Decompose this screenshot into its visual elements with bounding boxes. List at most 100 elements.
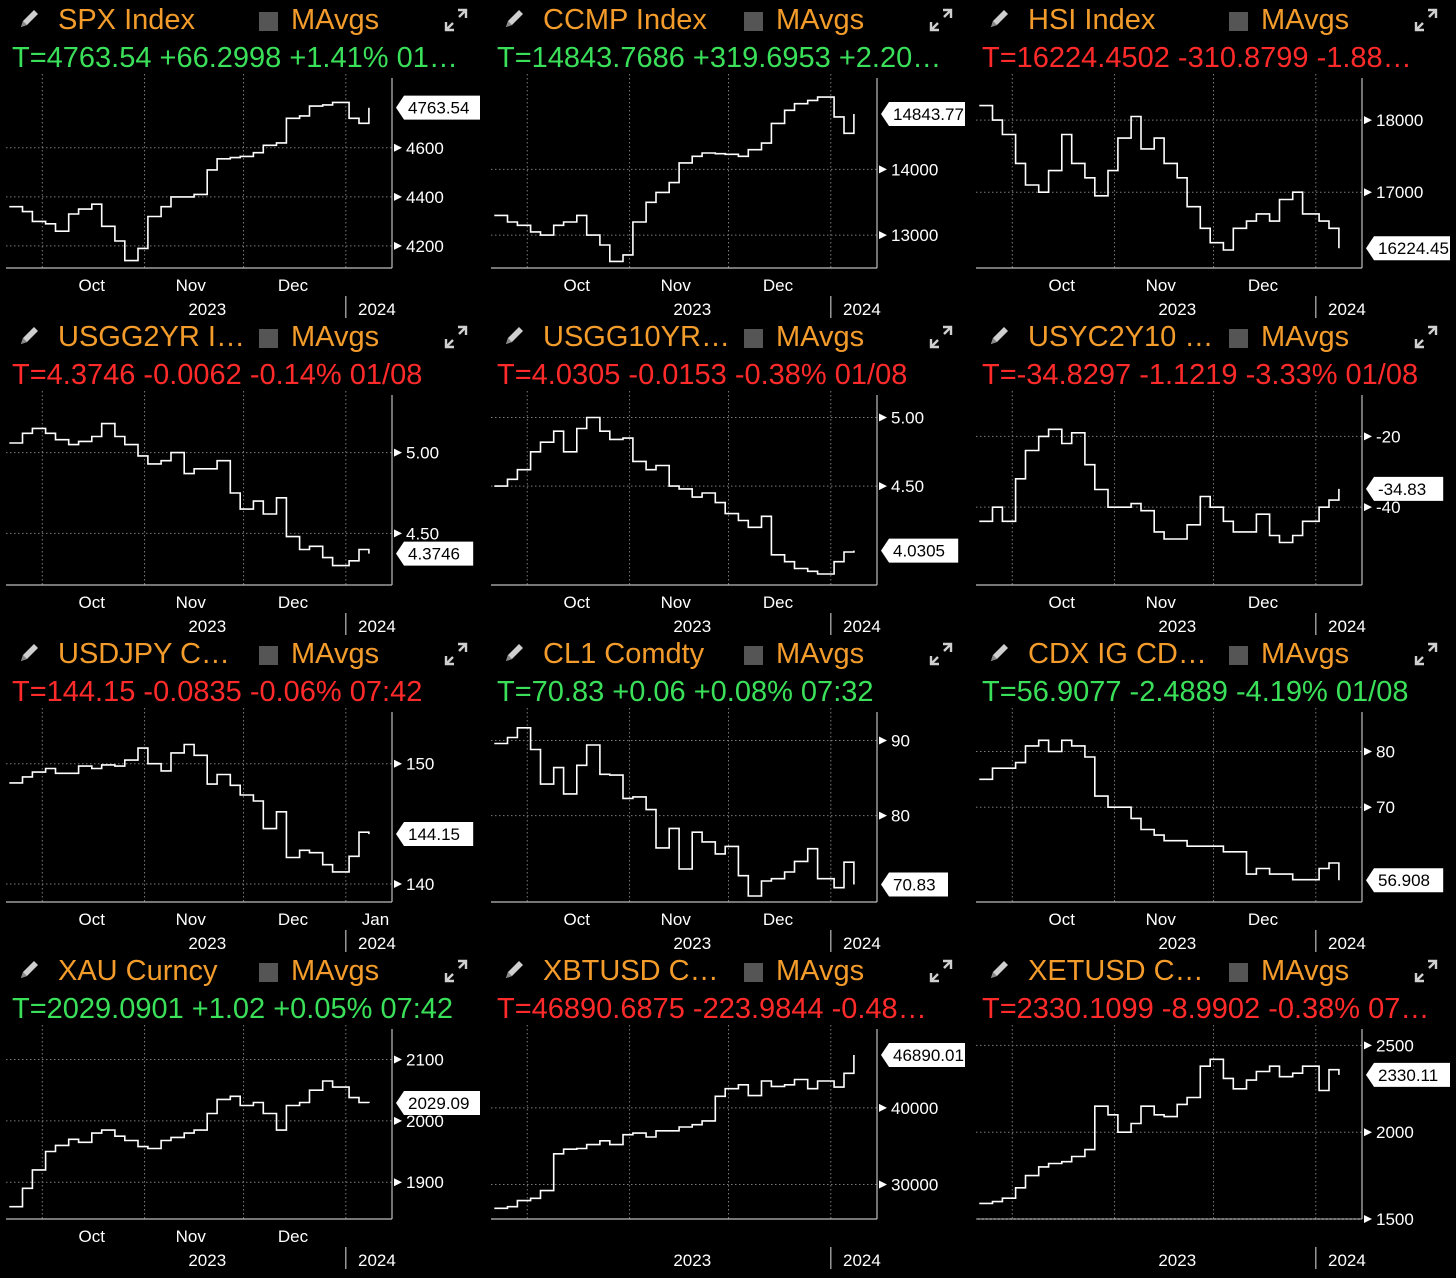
y-tick-marker xyxy=(394,529,402,538)
last-value-label: 56.908 xyxy=(1378,871,1430,890)
x-month-label: Nov xyxy=(176,1227,207,1246)
pencil-icon[interactable] xyxy=(16,957,42,983)
price-chart[interactable]: -20 -40 Oct Nov Dec 2023 2024 -34.83 xyxy=(970,317,1450,635)
chart-panel-spx-index[interactable]: SPX Index MAvgs T=4763.54 +66.2998 +1.41% … xyxy=(0,0,480,318)
x-year-label: 2024 xyxy=(358,300,396,318)
price-chart[interactable]: 4600 4400 4200 Oct Nov Dec 2023 2024 4763.54 xyxy=(0,0,480,318)
pencil-icon[interactable] xyxy=(986,323,1012,349)
price-chart[interactable]: 5.00 4.50 Oct Nov Dec 2023 2024 4.0305 xyxy=(485,317,965,635)
mavgs-label[interactable]: MAvgs xyxy=(776,638,865,670)
price-series-line xyxy=(494,416,855,575)
mavgs-checkbox[interactable] xyxy=(259,329,278,348)
mavgs-label[interactable]: MAvgs xyxy=(1261,638,1350,670)
mavgs-checkbox[interactable] xyxy=(744,12,763,31)
y-tick-marker xyxy=(394,241,402,250)
x-month-label: Dec xyxy=(278,276,309,295)
expand-icon[interactable] xyxy=(927,323,955,351)
mavgs-label[interactable]: MAvgs xyxy=(1261,955,1350,987)
y-tick-marker xyxy=(879,413,887,422)
expand-icon[interactable] xyxy=(1412,6,1440,34)
price-chart[interactable]: 2100 2000 1900 Oct Nov Dec 2023 2024 2029.09 xyxy=(0,951,480,1269)
mavgs-label[interactable]: MAvgs xyxy=(291,4,380,36)
x-month-label: Oct xyxy=(79,276,106,295)
chart-panel-ccmp-index[interactable]: CCMP Index MAvgs T=14843.7686 +319.6953 +2… xyxy=(485,0,965,318)
mavgs-label[interactable]: MAvgs xyxy=(1261,4,1350,36)
x-month-label: Nov xyxy=(176,276,207,295)
last-value-label: 2029.09 xyxy=(408,1094,469,1113)
x-month-label: Jan xyxy=(362,910,389,929)
mavgs-checkbox[interactable] xyxy=(259,963,278,982)
mavgs-label[interactable]: MAvgs xyxy=(1261,321,1350,353)
chart-panel-cl1-comdty[interactable]: CL1 Comdty MAvgs T=70.83 +0.06 +0.08% 07:3… xyxy=(485,634,965,952)
expand-icon[interactable] xyxy=(442,957,470,985)
chart-panel-xau-curncy[interactable]: XAU Curncy MAvgs T=2029.0901 +1.02 +0.05% … xyxy=(0,951,480,1269)
x-year-label: 2024 xyxy=(843,300,881,318)
expand-icon[interactable] xyxy=(927,6,955,34)
last-value-tag: 4763.54 xyxy=(396,95,480,120)
price-chart[interactable]: 90 80 Oct Nov Dec 2023 2024 70.83 xyxy=(485,634,965,952)
expand-icon[interactable] xyxy=(442,6,470,34)
expand-icon[interactable] xyxy=(1412,323,1440,351)
price-chart[interactable]: 80 70 Oct Nov Dec 2023 2024 56.908 xyxy=(970,634,1450,952)
mavgs-checkbox[interactable] xyxy=(259,646,278,665)
expand-icon[interactable] xyxy=(1412,957,1440,985)
y-tick-label: 40000 xyxy=(891,1099,938,1118)
last-value-tag: -34.83 xyxy=(1366,476,1444,501)
mavgs-label[interactable]: MAvgs xyxy=(776,4,865,36)
mavgs-label[interactable]: MAvgs xyxy=(776,321,865,353)
last-value-tag: 2029.09 xyxy=(396,1091,480,1116)
expand-icon[interactable] xyxy=(1412,640,1440,668)
price-chart[interactable]: 40000 30000 2023 2024 46890.01 xyxy=(485,951,965,1269)
chart-panel-cdx-ig-cdsi-gen-5y-corp[interactable]: CDX IG CDSI GEN 5Y CorpMAvgsT=56.9077 -2… xyxy=(970,634,1450,952)
mavgs-checkbox[interactable] xyxy=(1229,329,1248,348)
expand-icon[interactable] xyxy=(927,640,955,668)
pencil-icon[interactable] xyxy=(16,640,42,666)
mavgs-checkbox[interactable] xyxy=(1229,963,1248,982)
price-chart[interactable]: 150 140 Oct Nov Dec Jan 2023 2024 144.15 xyxy=(0,634,480,952)
x-month-label: Dec xyxy=(1248,910,1279,929)
mavgs-checkbox[interactable] xyxy=(744,963,763,982)
x-month-label: Oct xyxy=(79,1227,106,1246)
x-year-label: 2023 xyxy=(1158,1251,1196,1269)
pencil-icon[interactable] xyxy=(16,323,42,349)
pencil-icon[interactable] xyxy=(16,6,42,32)
pencil-icon[interactable] xyxy=(501,957,527,983)
pencil-icon[interactable] xyxy=(986,640,1012,666)
price-chart[interactable]: 5.00 4.50 Oct Nov Dec 2023 2024 4.3746 xyxy=(0,317,480,635)
price-chart[interactable]: 2500 2000 1500 2023 2024 2330.11 xyxy=(970,951,1450,1269)
pencil-icon[interactable] xyxy=(986,6,1012,32)
mavgs-checkbox[interactable] xyxy=(1229,646,1248,665)
expand-icon[interactable] xyxy=(442,323,470,351)
mavgs-checkbox[interactable] xyxy=(1229,12,1248,31)
mavgs-checkbox[interactable] xyxy=(259,12,278,31)
x-month-label: Oct xyxy=(564,910,591,929)
pencil-icon[interactable] xyxy=(501,323,527,349)
price-chart[interactable]: 18000 17000 Oct Nov Dec 2023 2024 16224.45 xyxy=(970,0,1450,318)
y-tick-marker xyxy=(879,165,887,174)
pencil-icon[interactable] xyxy=(986,957,1012,983)
expand-icon[interactable] xyxy=(442,640,470,668)
y-tick-label: 2500 xyxy=(1376,1036,1414,1055)
mavgs-label[interactable]: MAvgs xyxy=(776,955,865,987)
mavgs-checkbox[interactable] xyxy=(744,646,763,665)
mavgs-label[interactable]: MAvgs xyxy=(291,321,380,353)
y-tick-label: 4.50 xyxy=(891,477,924,496)
x-month-label: Dec xyxy=(763,910,794,929)
pencil-icon[interactable] xyxy=(501,6,527,32)
chart-panel-hsi-index[interactable]: HSI Index MAvgs T=16224.4502 -310.8799 -1.… xyxy=(970,0,1450,318)
price-chart[interactable]: 14000 13000 Oct Nov Dec 2023 2024 14843.77 xyxy=(485,0,965,318)
mavgs-label[interactable]: MAvgs xyxy=(291,638,380,670)
mavgs-label[interactable]: MAvgs xyxy=(291,955,380,987)
pencil-icon[interactable] xyxy=(501,640,527,666)
price-series-line xyxy=(979,428,1340,544)
x-month-label: Nov xyxy=(661,593,692,612)
mavgs-checkbox[interactable] xyxy=(744,329,763,348)
expand-icon[interactable] xyxy=(927,957,955,985)
